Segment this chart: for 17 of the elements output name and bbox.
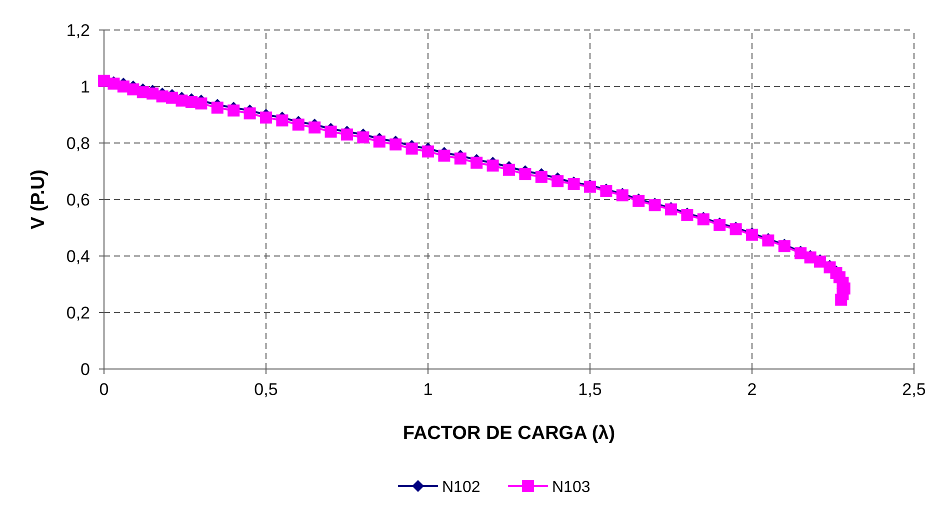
x-tick-label: 1 bbox=[423, 380, 433, 399]
x-tick-label: 0 bbox=[99, 380, 109, 399]
x-tick-label: 1,5 bbox=[578, 380, 602, 399]
y-tick-label: 0,6 bbox=[66, 190, 90, 210]
x-tick-label: 2 bbox=[747, 380, 757, 399]
legend-label: N102 bbox=[442, 479, 480, 496]
y-tick-label: 1 bbox=[80, 78, 90, 96]
x-tick-label: 0,5 bbox=[254, 380, 278, 399]
y-tick-label: 0 bbox=[80, 360, 90, 379]
y-tick-label: 0,2 bbox=[66, 304, 90, 322]
x-axis-title: FACTOR DE CARGA (λ) bbox=[402, 423, 616, 444]
y-tick-label: 0,4 bbox=[66, 247, 90, 266]
y-tick-label: 0,8 bbox=[66, 134, 90, 153]
legend-label: N103 bbox=[552, 479, 590, 496]
y-axis-title: V (P.U) bbox=[28, 170, 49, 230]
y-tick-label: 1,2 bbox=[66, 21, 90, 40]
x-tick-label: 2,5 bbox=[902, 380, 926, 399]
